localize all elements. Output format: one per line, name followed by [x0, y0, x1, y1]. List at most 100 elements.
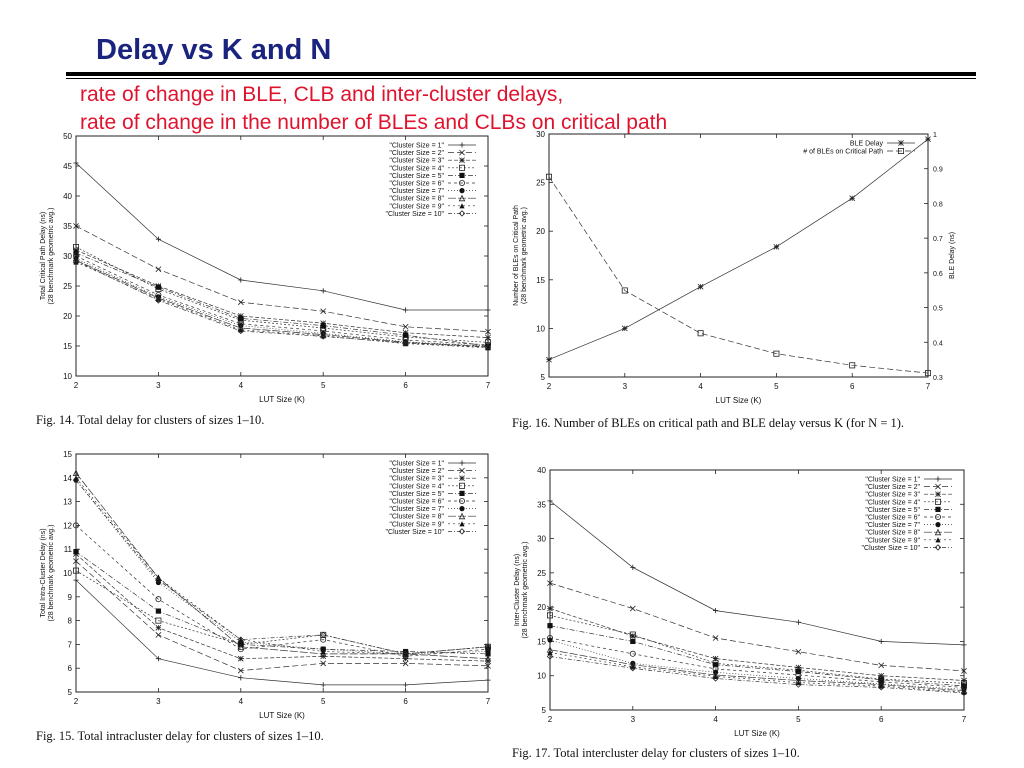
data-point [484, 643, 492, 650]
y-tick-label: 45 [63, 162, 72, 171]
data-point [713, 662, 719, 668]
legend-marker [459, 521, 465, 527]
legend-marker [935, 537, 941, 543]
data-point [237, 636, 244, 643]
y-tick-label: 10 [63, 569, 72, 578]
data-point [155, 656, 161, 662]
data-point [320, 631, 327, 639]
data-point [795, 619, 801, 625]
legend-label: "Cluster Size = 6" [865, 515, 920, 522]
data-point [155, 617, 162, 624]
y-tick-label: 10 [536, 324, 545, 333]
title-rule [66, 72, 976, 76]
y2-tick-label: 0.9 [933, 167, 943, 174]
series-6 [73, 522, 491, 660]
legend-marker [458, 482, 465, 489]
legend-marker [897, 147, 904, 154]
data-point [403, 332, 409, 338]
data-point [546, 173, 553, 180]
x-tick-label: 5 [774, 382, 779, 391]
series-line [549, 639, 965, 690]
y-tick-label: 30 [537, 535, 546, 544]
data-point [849, 362, 856, 369]
x-tick-label: 6 [403, 697, 408, 706]
series-line [75, 560, 489, 671]
data-point [621, 287, 628, 294]
legend-marker [459, 172, 465, 178]
y2-tick-label: 0.4 [933, 340, 943, 347]
series-1 [546, 136, 931, 363]
data-point [485, 345, 491, 351]
x-tick-label: 3 [156, 697, 161, 706]
x-axis-label: LUT Size (K) [734, 729, 780, 738]
y-tick-label: 5 [68, 688, 73, 697]
data-point [73, 223, 79, 229]
caption-fig17: Fig. 17. Total intercluster delay for cl… [512, 746, 800, 760]
data-point [924, 370, 931, 377]
data-point [630, 564, 636, 570]
data-point [547, 612, 554, 619]
y-tick-label: 30 [536, 130, 545, 139]
series-5 [73, 250, 491, 349]
series-8 [546, 646, 968, 694]
data-point [73, 522, 80, 529]
legend-label: "Cluster Size = 9" [389, 203, 444, 210]
data-point [795, 669, 801, 675]
x-tick-label: 3 [631, 715, 636, 724]
x-tick-label: 3 [623, 382, 628, 391]
data-point [155, 296, 161, 302]
data-point [485, 307, 491, 313]
data-point [237, 299, 244, 306]
data-point [712, 635, 719, 641]
data-point [713, 607, 719, 614]
legend-marker [898, 140, 904, 146]
series-line [75, 259, 489, 347]
series-2 [73, 558, 491, 674]
y-axis-label-2: (28 benchmark geometric avg.) [48, 525, 55, 622]
data-point [485, 662, 491, 669]
legend-marker [458, 194, 466, 202]
x-tick-label: 5 [321, 697, 326, 706]
data-point [155, 576, 162, 584]
legend-marker [458, 498, 465, 505]
data-point [961, 668, 967, 674]
y-tick-label: 25 [63, 282, 72, 291]
data-point [73, 577, 79, 583]
data-point [878, 662, 885, 669]
data-point [403, 307, 409, 313]
x-tick-label: 6 [850, 382, 855, 391]
data-point [485, 648, 491, 655]
series-line [75, 472, 489, 660]
data-point [155, 608, 161, 614]
x-tick-label: 6 [879, 715, 884, 724]
y-tick-label: 35 [537, 500, 546, 509]
data-point [485, 328, 491, 335]
x-tick-label: 6 [403, 381, 408, 390]
data-point [155, 236, 161, 242]
legend-label: "Cluster Size = 1" [389, 461, 444, 468]
legend-label: "Cluster Size = 10" [386, 211, 445, 218]
y-axis-label: Total Critical Path Delay (ns) [40, 212, 47, 300]
series-2 [73, 223, 491, 335]
x-tick-label: 2 [548, 715, 553, 724]
data-point [878, 684, 885, 691]
data-point [485, 334, 491, 341]
data-point [484, 655, 492, 662]
y-axis-label-2: (28 benchmark geometric avg.) [521, 207, 528, 304]
data-point [73, 558, 79, 564]
series-7 [73, 255, 491, 349]
legend: "Cluster Size = 1""Cluster Size = 2""Clu… [862, 476, 952, 552]
data-point [547, 498, 553, 504]
data-point [712, 675, 719, 682]
legend: BLE Delay# of BLEs on Critical Path [803, 140, 915, 156]
y-axis-label: Number of BLEs on Critical Path [513, 205, 520, 306]
data-point [73, 244, 80, 251]
legend-marker [459, 506, 465, 512]
x-tick-label: 2 [74, 381, 79, 390]
series-line [75, 252, 489, 347]
legend-label: BLE Delay [850, 141, 884, 148]
series-line [549, 656, 965, 694]
legend-marker [934, 498, 941, 505]
x-tick-label: 7 [486, 697, 491, 706]
y-tick-label: 50 [63, 132, 72, 141]
